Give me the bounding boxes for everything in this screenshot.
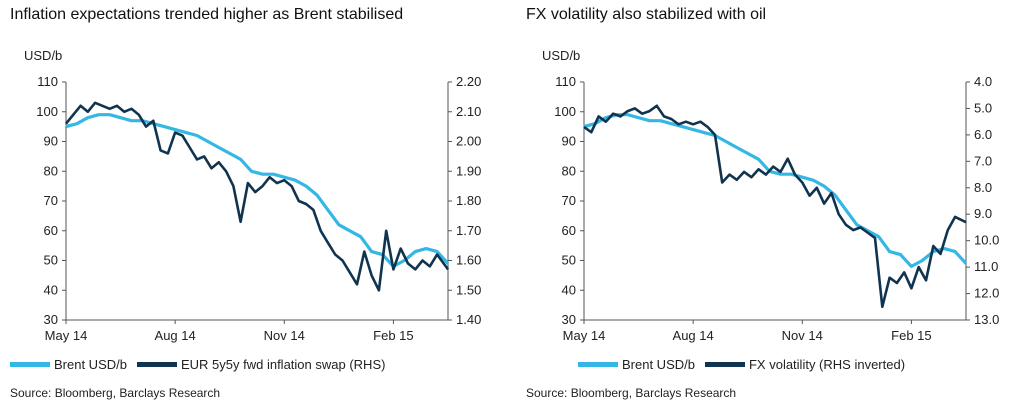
y-tick-label-right: 7.0 <box>974 153 992 168</box>
x-tick-label: Nov 14 <box>782 328 823 343</box>
legend-item-inflation-swap: EUR 5y5y fwd inflation swap (RHS) <box>136 357 386 372</box>
x-tick-label: May 14 <box>563 328 606 343</box>
y-tick-label-right: 1.90 <box>456 163 481 178</box>
legend-item-brent: Brent USD/b <box>578 357 695 372</box>
legend: Brent USD/b EUR 5y5y fwd inflation swap … <box>10 357 395 372</box>
y-tick-label-left: 60 <box>44 223 58 238</box>
y-tick-label-right: 4.0 <box>974 74 992 89</box>
y-tick-label-right: 1.70 <box>456 223 481 238</box>
y-tick-label-right: 2.10 <box>456 104 481 119</box>
legend-item-brent: Brent USD/b <box>10 357 127 372</box>
legend-label-inflation-swap: EUR 5y5y fwd inflation swap (RHS) <box>180 357 386 372</box>
y-tick-label-left: 50 <box>562 253 576 268</box>
chart-panel-fx-volatility: FX volatility also stabilized with oil U… <box>518 0 1030 409</box>
y-axis-unit-label: USD/b <box>24 48 62 63</box>
series-line-fx-volatility <box>583 104 967 309</box>
legend-swatch-fx-volatility <box>704 362 745 367</box>
y-tick-label-left: 30 <box>44 312 58 327</box>
y-tick-label-right: 10.0 <box>974 233 999 248</box>
legend-swatch-brent <box>10 362 50 367</box>
series-line-inflation-swap <box>64 101 450 292</box>
y-tick-label-left: 90 <box>562 134 576 149</box>
y-tick-label-left: 100 <box>36 104 58 119</box>
y-tick-label-left: 80 <box>562 163 576 178</box>
source-note: Source: Bloomberg, Barclays Research <box>526 386 737 400</box>
y-tick-label-left: 50 <box>44 253 58 268</box>
y-tick-label-left: 110 <box>555 74 576 89</box>
y-axis-unit-label: USD/b <box>542 48 580 63</box>
series-line-brent <box>583 113 968 268</box>
x-tick-label: Aug 14 <box>673 328 714 343</box>
y-tick-label-right: 11.0 <box>974 259 998 274</box>
y-tick-label-left: 60 <box>562 223 576 238</box>
y-tick-label-right: 6.0 <box>974 127 992 142</box>
y-tick-label-left: 30 <box>562 312 576 327</box>
x-tick-label: Nov 14 <box>264 328 305 343</box>
y-tick-label-right: 12.0 <box>974 286 999 301</box>
y-tick-label-right: 2.20 <box>456 74 481 89</box>
y-tick-label-right: 8.0 <box>974 180 992 195</box>
y-tick-label-right: 1.80 <box>456 193 481 208</box>
source-note: Source: Bloomberg, Barclays Research <box>10 386 221 400</box>
legend-swatch-brent <box>578 362 618 367</box>
y-tick-label-left: 80 <box>44 163 58 178</box>
legend-label-brent: Brent USD/b <box>622 357 695 372</box>
legend-label-brent: Brent USD/b <box>54 357 127 372</box>
y-tick-label-left: 100 <box>554 104 576 119</box>
y-tick-label-left: 90 <box>44 134 58 149</box>
y-tick-label-right: 13.0 <box>974 312 999 327</box>
y-tick-label-left: 40 <box>562 282 576 297</box>
y-tick-label-right: 1.40 <box>456 312 481 327</box>
legend-label-fx-volatility: FX volatility (RHS inverted) <box>748 357 906 372</box>
x-tick-label: Feb 15 <box>373 328 413 343</box>
chart-title: Inflation expectations trended higher as… <box>10 6 404 23</box>
inflation-chart: USD/b 110 100 90 80 70 60 50 40 30 2.20 2.10 2.00 1.9… <box>24 48 481 343</box>
y-tick-label-right: 1.60 <box>456 253 481 268</box>
legend-item-fx-volatility: FX volatility (RHS inverted) <box>704 357 906 372</box>
x-tick-label: Feb 15 <box>891 328 931 343</box>
y-tick-label-right: 1.50 <box>456 282 481 297</box>
chart-panel-inflation: Inflation expectations trended higher as… <box>0 0 512 409</box>
x-tick-label: Aug 14 <box>155 328 196 343</box>
y-tick-label-right: 5.0 <box>974 100 992 115</box>
fx-volatility-chart: USD/b 110 100 90 80 70 60 50 40 30 4.0 5.0 6.0 7.0 8.0… <box>542 48 999 343</box>
chart-title: FX volatility also stabilized with oil <box>526 6 767 23</box>
y-tick-label-left: 70 <box>562 193 576 208</box>
y-tick-label-left: 70 <box>44 193 58 208</box>
x-tick-label: May 14 <box>45 328 88 343</box>
y-tick-label-right: 9.0 <box>974 206 992 221</box>
legend-swatch-inflation-swap <box>136 362 177 367</box>
y-tick-label-right: 2.00 <box>456 134 481 149</box>
legend: Brent USD/b FX volatility (RHS inverted) <box>578 357 915 372</box>
y-tick-label-left: 40 <box>44 282 58 297</box>
y-tick-label-left: 110 <box>37 74 58 89</box>
